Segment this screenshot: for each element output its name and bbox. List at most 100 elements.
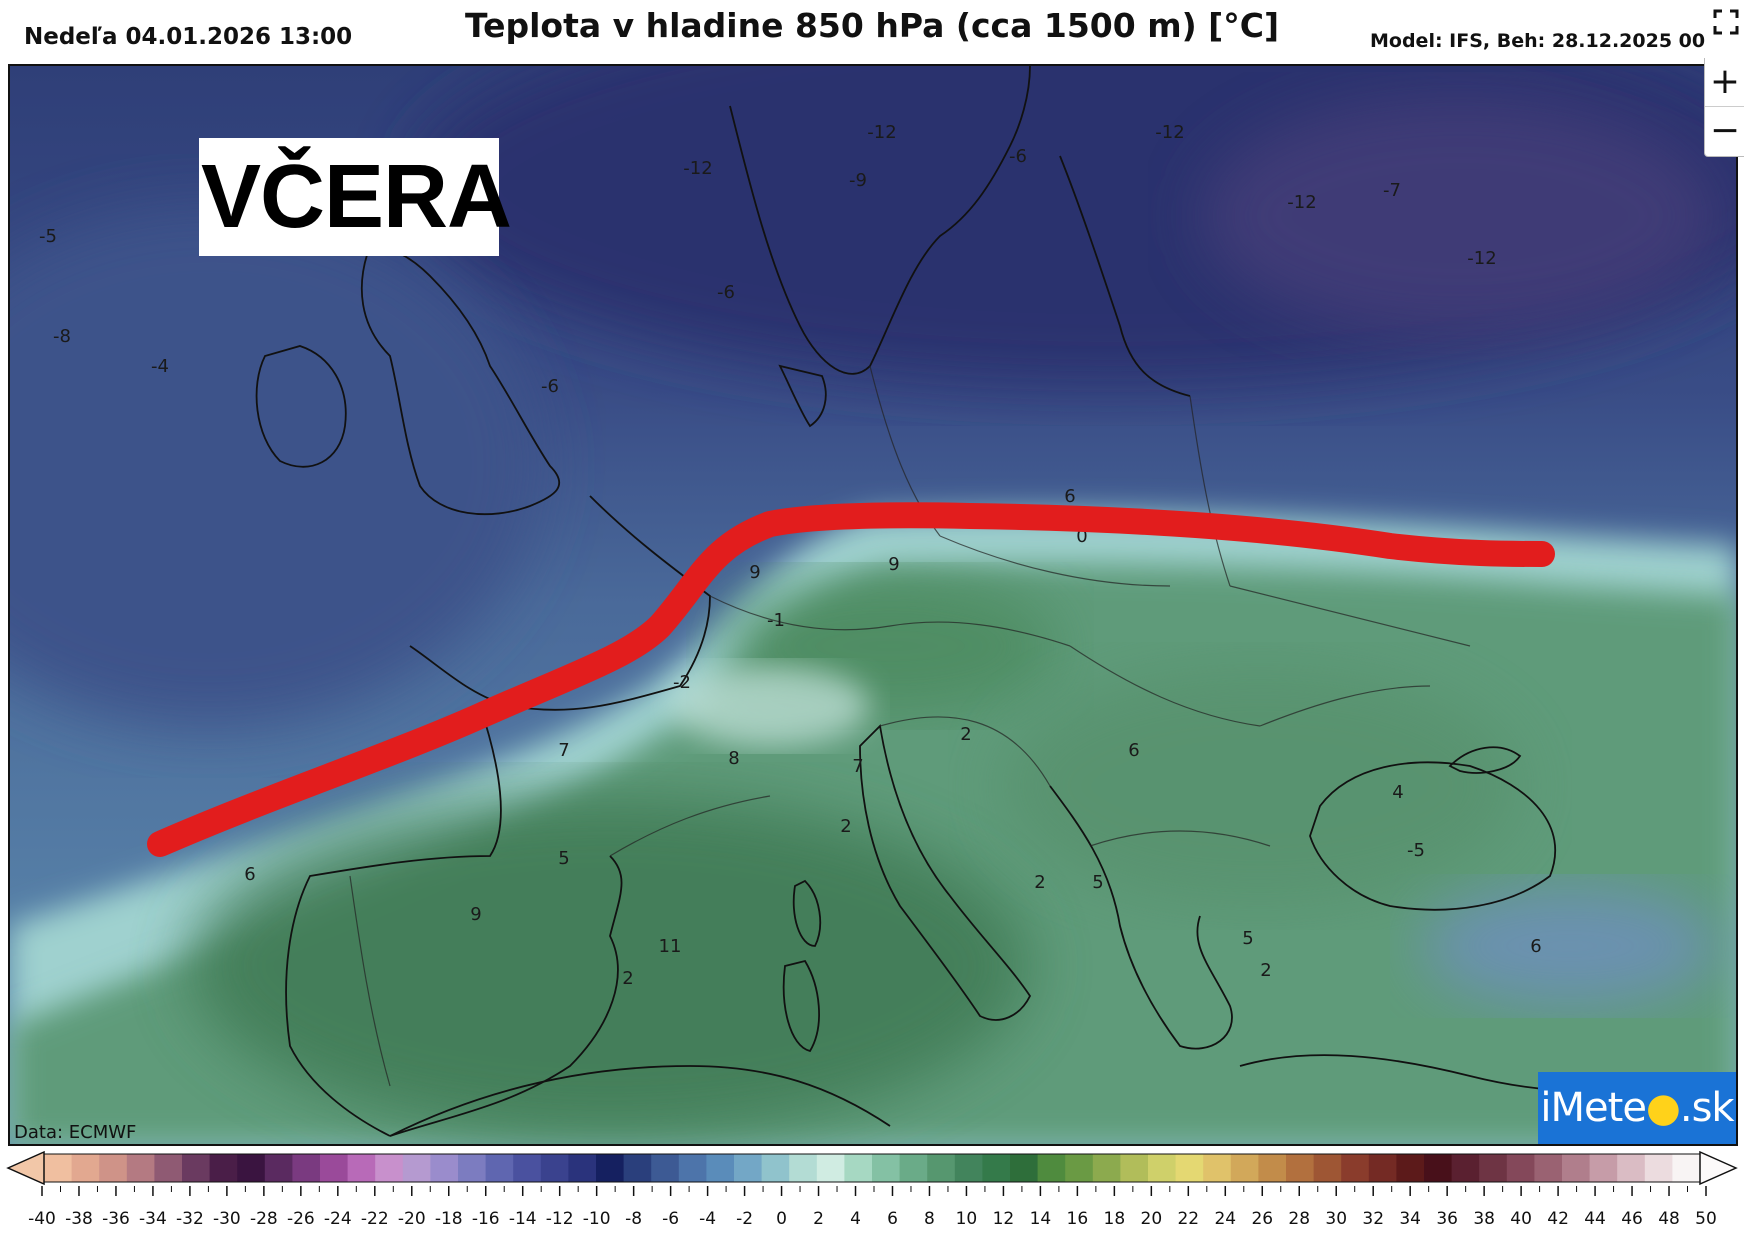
zoom-out-button[interactable]: − bbox=[1705, 106, 1744, 155]
colorbar-swatch bbox=[1617, 1154, 1646, 1182]
colorbar-swatch bbox=[209, 1154, 238, 1182]
isotherm-label: 8 bbox=[728, 748, 739, 769]
colorbar-tick-label: -4 bbox=[699, 1209, 716, 1229]
colorbar-tick-label: 42 bbox=[1547, 1209, 1569, 1229]
colorbar-tick-label: 48 bbox=[1658, 1209, 1680, 1229]
isotherm-label: -12 bbox=[1155, 122, 1184, 143]
colorbar-swatch bbox=[320, 1154, 349, 1182]
isotherm-label: -1 bbox=[767, 610, 785, 631]
isotherm-label: 7 bbox=[558, 740, 569, 761]
colorbar-tick-label: -28 bbox=[250, 1209, 278, 1229]
colorbar-tick-label: -26 bbox=[287, 1209, 315, 1229]
warm-core-balkans bbox=[1000, 666, 1520, 906]
colorbar-swatch bbox=[1562, 1154, 1591, 1182]
colorbar-swatch bbox=[1451, 1154, 1480, 1182]
warm-core-iberia bbox=[190, 796, 1030, 1136]
fullscreen-icon[interactable] bbox=[1712, 8, 1740, 36]
colorbar-swatch bbox=[264, 1154, 293, 1182]
isotherm-label: -12 bbox=[867, 122, 896, 143]
zoom-control: + − bbox=[1704, 58, 1744, 157]
model-info: Model: IFS, Beh: 28.12.2025 00 bbox=[1370, 30, 1706, 52]
zoom-in-button[interactable]: + bbox=[1709, 61, 1741, 102]
colorbar-swatch bbox=[1092, 1154, 1121, 1182]
isotherm-label: -12 bbox=[1287, 192, 1316, 213]
coastlines bbox=[255, 66, 1651, 1137]
colorbar-swatch bbox=[458, 1154, 487, 1182]
isotherm-label: 11 bbox=[659, 936, 682, 957]
colorbar-tick-label: -38 bbox=[65, 1209, 93, 1229]
colorbar-tick-label: 16 bbox=[1067, 1209, 1089, 1229]
colorbar-tick-label: -18 bbox=[435, 1209, 463, 1229]
colorbar-tick-label: -40 bbox=[28, 1209, 56, 1229]
colorbar-ticks: -40 -38 -36 -34 -32 -30 -28 -26 -24 -22 -20 -18 -16-… bbox=[28, 1186, 1717, 1229]
colorbar-tick-label: -34 bbox=[139, 1209, 167, 1229]
isotherm-label: -12 bbox=[683, 158, 712, 179]
isotherm-label: -9 bbox=[849, 170, 867, 191]
isotherm-label: 2 bbox=[622, 968, 633, 989]
isotherm-label: -5 bbox=[1407, 840, 1425, 861]
colorbar-swatch bbox=[347, 1154, 376, 1182]
colorbar-tick-label: -22 bbox=[361, 1209, 389, 1229]
colorbar-tick-label: 24 bbox=[1214, 1209, 1236, 1229]
isotherm-label: 2 bbox=[960, 724, 971, 745]
front-line bbox=[147, 502, 1555, 857]
logo-text: iMete bbox=[1540, 1085, 1647, 1131]
colorbar-swatch bbox=[1148, 1154, 1177, 1182]
colorbar-tick-label: -2 bbox=[736, 1209, 753, 1229]
isotherm-label: 2 bbox=[1260, 960, 1271, 981]
colorbar-swatch bbox=[1506, 1154, 1535, 1182]
temperature-colorbar: -40 -38 -36 -34 -32 -30 -28 -26 -24 -22 -20 -18 -16-… bbox=[6, 1150, 1738, 1229]
colorbar-tick-label: 36 bbox=[1436, 1209, 1458, 1229]
isotherm-label: 6 bbox=[1064, 486, 1075, 507]
temperature-map[interactable]: -5-8-4-10-6-12-12-9-6-6-12-12-7-1256099-… bbox=[8, 64, 1738, 1146]
colorbar-swatch bbox=[1396, 1154, 1425, 1182]
sun-icon: ● bbox=[1645, 1085, 1681, 1131]
colorbar-tick-label: -8 bbox=[625, 1209, 642, 1229]
colorbar-tick-label: -6 bbox=[662, 1209, 679, 1229]
colorbar-swatch bbox=[99, 1154, 128, 1182]
colorbar-swatch bbox=[816, 1154, 845, 1182]
colorbar-tick-label: 18 bbox=[1104, 1209, 1126, 1229]
isotherm-label: 0 bbox=[1076, 526, 1087, 547]
annotation-label: VČERA bbox=[199, 138, 512, 256]
colorbar-swatch bbox=[844, 1154, 873, 1182]
colorbar-swatch bbox=[237, 1154, 266, 1182]
colorbar-swatch bbox=[292, 1154, 321, 1182]
colorbar-max-arrow bbox=[1699, 1150, 1738, 1186]
colorbar-tick-label: -30 bbox=[213, 1209, 241, 1229]
colorbar-swatch bbox=[899, 1154, 928, 1182]
country-borders bbox=[349, 365, 1471, 1087]
colorbar-swatch bbox=[1286, 1154, 1315, 1182]
colorbar-tick-label: 14 bbox=[1030, 1209, 1052, 1229]
colorbar-swatch bbox=[1175, 1154, 1204, 1182]
isotherm-label: 6 bbox=[1530, 936, 1541, 957]
isotherm-label: 9 bbox=[749, 562, 760, 583]
isotherm-label: 5 bbox=[1092, 872, 1103, 893]
isotherm-label: -8 bbox=[53, 326, 71, 347]
colorbar-swatch bbox=[540, 1154, 569, 1182]
colorbar-swatch bbox=[375, 1154, 404, 1182]
colorbar-tick-label: -10 bbox=[583, 1209, 611, 1229]
isotherm-label: -6 bbox=[1009, 146, 1027, 167]
isotherm-label: -6 bbox=[541, 376, 559, 397]
isotherm-label: -7 bbox=[1383, 180, 1401, 201]
colorbar-swatch bbox=[789, 1154, 818, 1182]
colorbar-swatch bbox=[954, 1154, 983, 1182]
colorbar-tick-label: 32 bbox=[1362, 1209, 1384, 1229]
colorbar-swatch bbox=[1341, 1154, 1370, 1182]
colorbar-swatch bbox=[651, 1154, 680, 1182]
cold-pocket-turkey bbox=[1420, 886, 1720, 1006]
colorbar-tick-label: -14 bbox=[509, 1209, 537, 1229]
colorbar-swatch bbox=[927, 1154, 956, 1182]
colorbar-swatch bbox=[1644, 1154, 1673, 1182]
colorbar-tick-label: 22 bbox=[1177, 1209, 1199, 1229]
imeteo-logo[interactable]: iMete●.sk bbox=[1538, 1072, 1736, 1144]
data-source: Data: ECMWF bbox=[14, 1122, 137, 1143]
colorbar-swatches bbox=[43, 1153, 1701, 1183]
isotherm-label: 7 bbox=[852, 756, 863, 777]
colorbar-swatch bbox=[734, 1154, 763, 1182]
colorbar-tick-label: 10 bbox=[956, 1209, 978, 1229]
colorbar-tick-label: 2 bbox=[813, 1209, 824, 1229]
isotherm-label: 4 bbox=[1392, 782, 1403, 803]
colorbar-tick-label: 38 bbox=[1473, 1209, 1495, 1229]
